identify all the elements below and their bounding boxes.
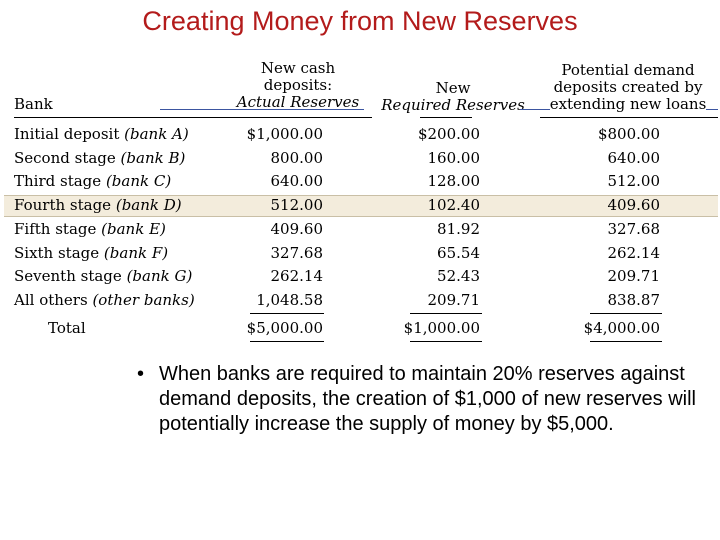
header-required-line2: Required Reserves (381, 96, 525, 114)
table-cell-required: 160.00 (427, 149, 481, 167)
header-actual-line2: deposits: (263, 76, 333, 94)
header-bank-label: Bank (14, 95, 53, 113)
table-cell-potential: $800.00 (597, 125, 660, 143)
header-bank: Bank (14, 96, 53, 113)
table-row-label: Second stage (bank B) (14, 149, 186, 167)
highlighted-row-bank-d (4, 195, 718, 217)
total-rule-required (410, 313, 482, 314)
table-cell-potential: 262.14 (607, 244, 661, 262)
table-cell-actual: 640.00 (270, 172, 324, 190)
table-cell-potential: 209.71 (607, 267, 661, 285)
total-rule-actual (250, 313, 324, 314)
total-double-rule-actual (250, 341, 324, 342)
bullet-point: • When banks are required to maintain 20… (137, 362, 707, 437)
header-potential-line2: deposits created by (553, 78, 703, 96)
table-cell-actual: 800.00 (270, 149, 324, 167)
total-double-rule-potential (590, 341, 662, 342)
table-cell-required: 81.92 (437, 220, 480, 238)
header-rule-right (706, 109, 718, 110)
total-double-rule-required (410, 341, 482, 342)
table-cell-required: 102.40 (427, 196, 481, 214)
header-rule-bank (160, 109, 364, 110)
table-cell-potential: 512.00 (607, 172, 661, 190)
header-underline-left (14, 117, 372, 118)
table-cell-potential: 409.60 (607, 196, 661, 214)
header-potential-line3: extending new loans (549, 95, 707, 113)
total-actual: $5,000.00 (246, 319, 323, 337)
table-cell-required: 65.54 (437, 244, 480, 262)
table-row-label: Fifth stage (bank E) (14, 220, 166, 238)
table-cell-actual: $1,000.00 (246, 125, 323, 143)
table-cell-required: $200.00 (417, 125, 480, 143)
total-required: $1,000.00 (403, 319, 480, 337)
table-cell-actual: 1,048.58 (256, 291, 323, 309)
table-cell-actual: 409.60 (270, 220, 324, 238)
table-cell-required: 209.71 (427, 291, 481, 309)
table-cell-actual: 262.14 (270, 267, 324, 285)
table-cell-potential: 640.00 (607, 149, 661, 167)
header-rule-required (520, 109, 550, 110)
table-cell-actual: 512.00 (270, 196, 324, 214)
total-label: Total (48, 319, 86, 337)
table-cell-potential: 838.87 (607, 291, 661, 309)
total-potential: $4,000.00 (583, 319, 660, 337)
table-cell-potential: 327.68 (607, 220, 661, 238)
bullet-text: When banks are required to maintain 20% … (159, 363, 696, 435)
table-row-label: Third stage (bank C) (14, 172, 172, 190)
header-actual-line1: New cash (260, 59, 336, 77)
header-underline-required (420, 117, 472, 118)
table-row-label: Fourth stage (bank D) (14, 196, 182, 214)
slide-title: Creating Money from New Reserves (142, 6, 578, 36)
table-row-label: All others (other banks) (14, 291, 195, 309)
header-required-line1: New (435, 79, 471, 97)
header-required-reserves: New Required Reserves (378, 80, 528, 114)
total-rule-potential (590, 313, 662, 314)
header-underline-right (540, 117, 718, 118)
header-potential-line1: Potential demand (561, 61, 695, 79)
header-potential-deposits: Potential demand deposits created by ext… (540, 62, 716, 113)
table-row-label: Seventh stage (bank G) (14, 267, 193, 285)
bullet-icon: • (137, 363, 145, 385)
table-row-label: Sixth stage (bank F) (14, 244, 169, 262)
table-cell-required: 128.00 (427, 172, 481, 190)
header-actual-reserves: New cash deposits: Actual Reserves (226, 60, 370, 111)
header-actual-line3: Actual Reserves (236, 93, 360, 111)
table-cell-required: 52.43 (437, 267, 480, 285)
table-cell-actual: 327.68 (270, 244, 324, 262)
table-row-label: Initial deposit (bank A) (14, 125, 189, 143)
